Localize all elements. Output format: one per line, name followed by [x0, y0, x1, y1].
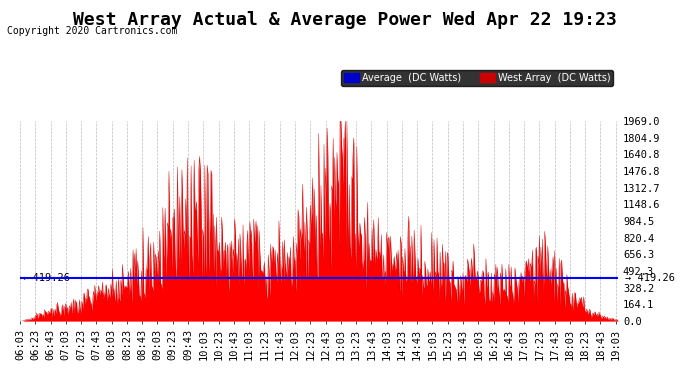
Text: → 419.26: → 419.26: [625, 273, 675, 284]
Text: West Array Actual & Average Power Wed Apr 22 19:23: West Array Actual & Average Power Wed Ap…: [73, 11, 617, 29]
Text: → 419.26: → 419.26: [20, 273, 70, 284]
Legend: Average  (DC Watts), West Array  (DC Watts): Average (DC Watts), West Array (DC Watts…: [341, 70, 613, 86]
Text: Copyright 2020 Cartronics.com: Copyright 2020 Cartronics.com: [7, 26, 177, 36]
